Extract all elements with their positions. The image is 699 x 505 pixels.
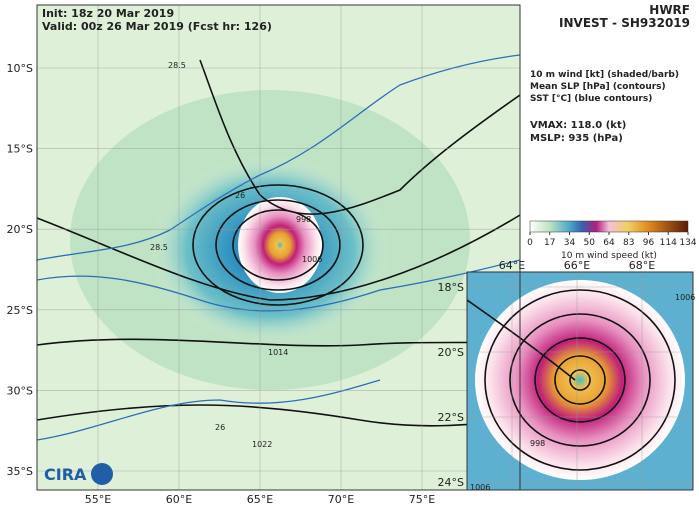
lat-label: 30°S: [7, 384, 33, 397]
lat-label: 22°S: [438, 411, 464, 424]
valid-text: Valid: 00z 26 Mar 2019 (Fcst hr: 126): [42, 20, 272, 33]
colorbar-tick-label: 17: [544, 238, 555, 248]
contour-label: 1006: [302, 255, 322, 264]
lon-label: 66°E: [564, 259, 590, 272]
svg-text:CIRA: CIRA: [44, 465, 87, 484]
lat-label: 35°S: [7, 465, 33, 478]
colorbar-tick-label: 83: [623, 238, 634, 248]
contour-label: 28.5: [168, 61, 186, 70]
colorbar-tick-label: 34: [564, 238, 576, 248]
lon-label: 70°E: [328, 493, 354, 505]
colorbar-tick-label: 96: [643, 238, 655, 248]
vmax: VMAX: 118.0 (kt): [530, 120, 626, 131]
legend-line: SST [°C] (blue contours): [530, 94, 652, 104]
lon-label: 60°E: [166, 493, 192, 505]
colorbar-tick-label: 0: [527, 238, 533, 248]
legend-line: Mean SLP [hPa] (contours): [530, 82, 666, 92]
init-text: Init: 18z 20 Mar 2019: [42, 7, 174, 20]
lat-label: 10°S: [7, 62, 33, 75]
map-frame: [36, 4, 521, 491]
contour-label: 1006: [470, 483, 490, 492]
model-title: HWRF: [649, 3, 690, 17]
colorbar-label: 10 m wind speed (kt): [561, 251, 657, 261]
lat-label: 20°S: [438, 346, 464, 359]
contour-label: 26: [215, 423, 225, 432]
mslp: MSLP: 935 (hPa): [530, 133, 623, 144]
colorbar-tick-label: 64: [603, 238, 615, 248]
lat-label: 15°S: [7, 143, 33, 156]
colorbar: [529, 220, 689, 233]
contour-label: 998: [530, 439, 545, 448]
colorbar-tick-label: 134: [679, 238, 696, 248]
contour-label: 998: [296, 215, 311, 224]
lat-label: 25°S: [7, 304, 33, 317]
axis-labels: 10°S 15°S 20°S 25°S 30°S 35°S 55°E 60°E 65°E 70°E…: [7, 62, 697, 505]
contour-label: 26: [235, 191, 245, 200]
lon-label: 65°E: [247, 493, 273, 505]
lat-label: 18°S: [438, 281, 464, 294]
lon-label: 75°E: [409, 493, 435, 505]
lat-label: 24°S: [438, 476, 464, 489]
cira-logo: CIRA: [44, 463, 113, 485]
contour-label: 1014: [268, 348, 288, 357]
lon-label: 64°E: [499, 259, 525, 272]
lon-label: 55°E: [85, 493, 111, 505]
contour-label: 1006: [675, 293, 695, 302]
contour-label: 1022: [252, 440, 272, 449]
main-map: [37, 5, 520, 490]
contour-label: 28.5: [150, 243, 168, 252]
storm-title: INVEST - SH932019: [559, 16, 690, 30]
colorbar-tick-label: 114: [660, 238, 677, 248]
inset-frame: [466, 271, 694, 491]
lon-label: 68°E: [629, 259, 655, 272]
lat-label: 20°S: [7, 223, 33, 236]
colorbar-tick-label: 50: [584, 238, 596, 248]
inset-map: [467, 272, 693, 490]
legend-line: 10 m wind [kt] (shaded/barb): [530, 70, 679, 80]
